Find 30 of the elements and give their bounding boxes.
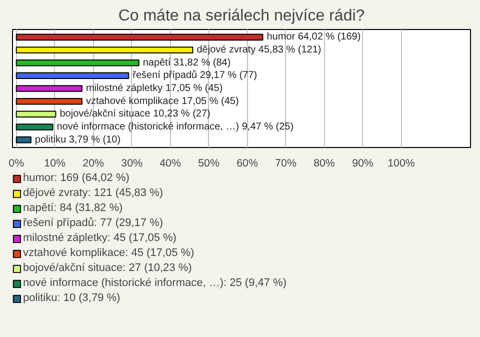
legend-label: bojové/akční situace: 27 (10,23 %) bbox=[23, 262, 192, 274]
x-tick-label: 60% bbox=[236, 158, 258, 170]
x-tick-label: 100% bbox=[388, 158, 416, 170]
x-tick-label: 90% bbox=[352, 158, 374, 170]
legend-label: řešení případů: 77 (29,17 %) bbox=[23, 217, 164, 229]
category-label: milostné zápletky 17,05 % (45) bbox=[86, 83, 223, 94]
category-label: politiku 3,79 % (10) bbox=[34, 134, 121, 146]
x-tick-label: 0% bbox=[8, 158, 25, 170]
category-label: nové informace (historické informace, …) 9,47 % (25) bbox=[56, 121, 294, 132]
category-label: vztahové komplikace 17,05 % (45) bbox=[86, 96, 239, 107]
legend-label: dějové zvraty: 121 (45,83 %) bbox=[23, 187, 164, 199]
legend-label: napětí: 84 (31,82 %) bbox=[23, 202, 123, 214]
category-label: bojové/akční situace 10,23 % (27) bbox=[60, 108, 210, 120]
legend-label: politiku: 10 (3,79 %) bbox=[23, 292, 120, 304]
x-tick-label: 20% bbox=[82, 158, 105, 170]
x-tick-label: 10% bbox=[44, 158, 66, 170]
legend-label: vztahové komplikace: 45 (17,05 %) bbox=[23, 247, 194, 259]
x-tick-label: 80% bbox=[314, 158, 336, 170]
category-label: řešení případů 29,17 % (77) bbox=[132, 70, 258, 82]
category-label: humor 64,02 % (169) bbox=[266, 32, 361, 43]
chart-title: Co máte na seriálech nejvíce rádi? bbox=[118, 8, 365, 24]
x-tick-label: 40% bbox=[160, 158, 182, 170]
category-label: dějové zvraty 45,83 % (121) bbox=[196, 44, 322, 56]
legend-label: nové informace (historické informace, …): 25 (9,47 %) bbox=[23, 277, 286, 289]
x-tick-label: 30% bbox=[121, 158, 143, 170]
legend-label: milostné zápletky: 45 (17,05 %) bbox=[23, 232, 176, 244]
x-tick-label: 50% bbox=[198, 158, 220, 170]
legend-label: humor: 169 (64,02 %) bbox=[23, 172, 130, 184]
x-tick-label: 70% bbox=[275, 158, 297, 170]
category-label: napětí 31,82 % (84) bbox=[142, 57, 231, 68]
